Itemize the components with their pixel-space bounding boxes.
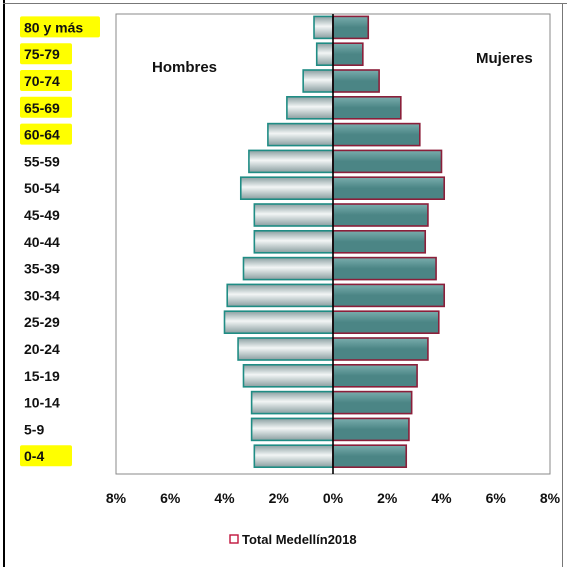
age-group-label: 65-69 [24, 100, 60, 116]
x-tick-label: 2% [269, 490, 290, 506]
x-tick-label: 8% [106, 490, 127, 506]
bar-hombres [248, 149, 334, 174]
age-group-label: 10-14 [24, 395, 60, 411]
bar-hombres [239, 176, 334, 200]
series-label-hombres: Hombres [152, 59, 217, 76]
bar-mujeres [332, 417, 410, 442]
bar-mujeres [332, 149, 443, 174]
age-group-label: 5-9 [24, 421, 44, 437]
bar-hombres [226, 283, 334, 308]
age-group-label: 20-24 [24, 341, 60, 357]
label-highlight [20, 445, 72, 467]
bar-hombres [267, 122, 334, 147]
age-group-label: 45-49 [24, 207, 60, 223]
label-highlight [20, 96, 72, 118]
age-group-label: 70-74 [24, 73, 60, 89]
bar-mujeres [332, 15, 370, 40]
age-group-label: 15-19 [24, 368, 60, 384]
age-group-label: 60-64 [24, 127, 60, 143]
bar-mujeres [332, 283, 446, 308]
age-group-label: 30-34 [24, 287, 60, 303]
x-tick-label: 6% [160, 490, 181, 506]
bar-mujeres [332, 176, 446, 200]
x-tick-label: 4% [431, 490, 452, 506]
bar-hombres [253, 203, 334, 227]
bar-mujeres [332, 256, 437, 281]
frame-left-border [3, 0, 5, 567]
label-highlight [20, 70, 72, 91]
bar-mujeres [332, 96, 402, 120]
bar-hombres [253, 444, 334, 469]
bar-hombres [250, 417, 334, 442]
bar-hombres [237, 337, 334, 361]
age-group-label: 55-59 [24, 153, 60, 169]
bar-mujeres [332, 203, 429, 227]
x-tick-label: 2% [377, 490, 398, 506]
bar-hombres [250, 390, 334, 415]
bar-hombres [286, 96, 334, 120]
bar-mujeres [332, 444, 408, 469]
bar-mujeres [332, 337, 429, 361]
bar-mujeres [332, 69, 380, 93]
bar-hombres [253, 230, 334, 254]
bar-hombres [313, 15, 334, 40]
bar-mujeres [332, 363, 418, 388]
bar-mujeres [332, 122, 421, 147]
age-group-label: 40-44 [24, 234, 60, 250]
age-group-label: 75-79 [24, 46, 60, 62]
bar-hombres [242, 363, 334, 388]
frame-right-border [562, 3, 563, 567]
label-highlight [20, 123, 72, 145]
bar-hombres [242, 256, 334, 281]
x-tick-label: 4% [214, 490, 235, 506]
bar-mujeres [332, 42, 364, 67]
age-group-label: 0-4 [24, 448, 44, 464]
x-tick-label: 0% [323, 490, 344, 506]
x-tick-label: 6% [486, 490, 507, 506]
series-label-mujeres: Mujeres [476, 50, 533, 67]
legend-label: Total Medellín2018 [242, 532, 357, 547]
legend-swatch [229, 534, 239, 544]
bar-mujeres [332, 230, 427, 254]
label-highlight [20, 43, 72, 65]
age-group-label: 35-39 [24, 261, 60, 277]
label-highlight [20, 16, 100, 38]
bar-hombres [223, 310, 334, 335]
age-group-label: 80 y más [24, 19, 83, 35]
bar-mujeres [332, 390, 413, 415]
bar-mujeres [332, 310, 440, 335]
bar-hombres [302, 69, 334, 93]
bar-hombres [315, 42, 334, 67]
age-group-label: 25-29 [24, 314, 60, 330]
x-tick-label: 8% [540, 490, 561, 506]
frame-top-border [3, 3, 567, 4]
age-group-label: 50-54 [24, 180, 60, 196]
